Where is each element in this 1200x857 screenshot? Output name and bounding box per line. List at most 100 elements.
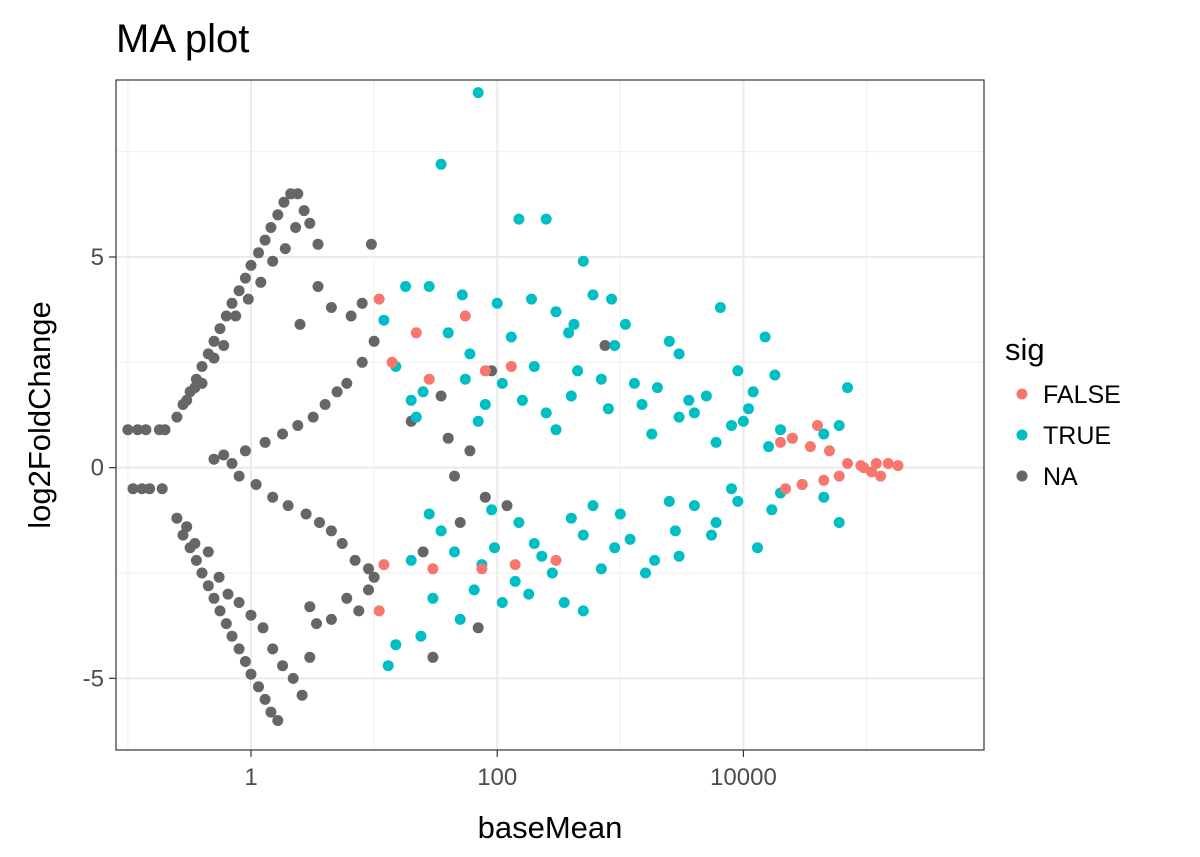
data-point bbox=[842, 458, 853, 469]
data-point bbox=[587, 500, 599, 512]
data-point bbox=[255, 276, 267, 288]
data-point bbox=[442, 327, 454, 339]
data-point bbox=[233, 597, 245, 608]
data-point bbox=[752, 542, 763, 554]
data-point bbox=[415, 630, 427, 642]
data-point bbox=[427, 592, 439, 604]
data-point bbox=[435, 390, 447, 402]
data-point bbox=[763, 441, 775, 453]
data-point bbox=[202, 546, 214, 558]
data-point bbox=[759, 331, 771, 343]
data-point bbox=[606, 293, 618, 305]
data-point bbox=[464, 348, 476, 360]
data-point bbox=[526, 293, 537, 305]
data-point bbox=[259, 693, 271, 705]
data-point bbox=[196, 567, 208, 579]
data-point bbox=[858, 462, 870, 474]
data-point bbox=[496, 377, 508, 389]
data-point bbox=[804, 441, 816, 453]
data-point bbox=[479, 491, 491, 503]
data-point bbox=[427, 651, 439, 663]
data-point bbox=[486, 504, 498, 516]
data-point bbox=[587, 289, 599, 301]
data-point bbox=[479, 365, 491, 377]
data-point bbox=[737, 415, 749, 427]
data-point bbox=[427, 563, 439, 575]
data-point bbox=[345, 310, 357, 322]
data-point bbox=[294, 318, 306, 330]
series-true bbox=[378, 87, 853, 672]
data-point bbox=[496, 597, 508, 608]
data-point bbox=[325, 613, 337, 625]
major-gridlines bbox=[116, 80, 984, 750]
data-point bbox=[226, 297, 238, 309]
data-point bbox=[663, 495, 675, 507]
data-point bbox=[189, 538, 201, 549]
legend: sig FALSE TRUE NA bbox=[1005, 332, 1121, 491]
data-point bbox=[501, 500, 513, 512]
data-point bbox=[743, 403, 754, 415]
data-point bbox=[550, 424, 562, 436]
data-point bbox=[602, 403, 614, 415]
data-point bbox=[454, 613, 466, 625]
data-point bbox=[272, 209, 284, 221]
data-point bbox=[253, 681, 264, 693]
data-points bbox=[122, 87, 904, 726]
data-point bbox=[700, 390, 712, 402]
data-point bbox=[390, 639, 402, 651]
data-point bbox=[833, 420, 845, 431]
legend-key-na bbox=[1016, 470, 1028, 482]
data-point bbox=[245, 609, 257, 621]
data-point bbox=[250, 479, 262, 490]
data-point bbox=[181, 394, 193, 406]
data-point bbox=[435, 525, 447, 537]
data-point bbox=[282, 500, 294, 512]
data-point bbox=[710, 517, 722, 528]
data-point bbox=[882, 458, 894, 469]
data-point bbox=[208, 335, 220, 347]
legend-label: FALSE bbox=[1043, 381, 1121, 409]
y-axis: -5 0 5 bbox=[83, 244, 116, 692]
data-point bbox=[405, 554, 417, 566]
data-point bbox=[833, 517, 845, 528]
data-point bbox=[479, 399, 491, 410]
data-point bbox=[267, 255, 279, 267]
plot-panel bbox=[115, 79, 985, 751]
data-point bbox=[230, 310, 242, 322]
data-point bbox=[565, 390, 577, 402]
y-tick-label: -5 bbox=[83, 665, 104, 692]
data-point bbox=[572, 365, 584, 377]
data-point bbox=[349, 554, 361, 566]
data-point bbox=[472, 415, 484, 427]
data-point bbox=[272, 715, 284, 726]
legend-label: TRUE bbox=[1043, 422, 1111, 450]
legend-label: NA bbox=[1043, 463, 1078, 491]
data-point bbox=[177, 529, 189, 541]
data-point bbox=[528, 361, 540, 372]
data-point bbox=[253, 247, 264, 259]
data-point bbox=[226, 458, 238, 469]
data-point bbox=[558, 597, 570, 608]
data-point bbox=[875, 470, 887, 482]
data-point bbox=[373, 605, 385, 617]
series-na bbox=[122, 188, 611, 726]
data-point bbox=[312, 238, 324, 250]
data-point bbox=[298, 205, 310, 217]
data-point bbox=[732, 365, 744, 377]
data-point bbox=[516, 394, 528, 406]
data-point bbox=[472, 87, 484, 99]
data-point bbox=[265, 222, 277, 233]
data-point bbox=[769, 369, 781, 381]
data-point bbox=[505, 331, 517, 343]
data-point bbox=[812, 420, 823, 431]
data-point bbox=[628, 377, 640, 389]
data-point bbox=[214, 605, 226, 617]
data-point bbox=[218, 449, 230, 461]
data-point bbox=[651, 382, 663, 394]
data-point bbox=[278, 196, 290, 208]
data-point bbox=[546, 567, 558, 579]
data-point bbox=[267, 643, 279, 655]
data-point bbox=[417, 386, 429, 398]
data-point bbox=[341, 592, 353, 604]
